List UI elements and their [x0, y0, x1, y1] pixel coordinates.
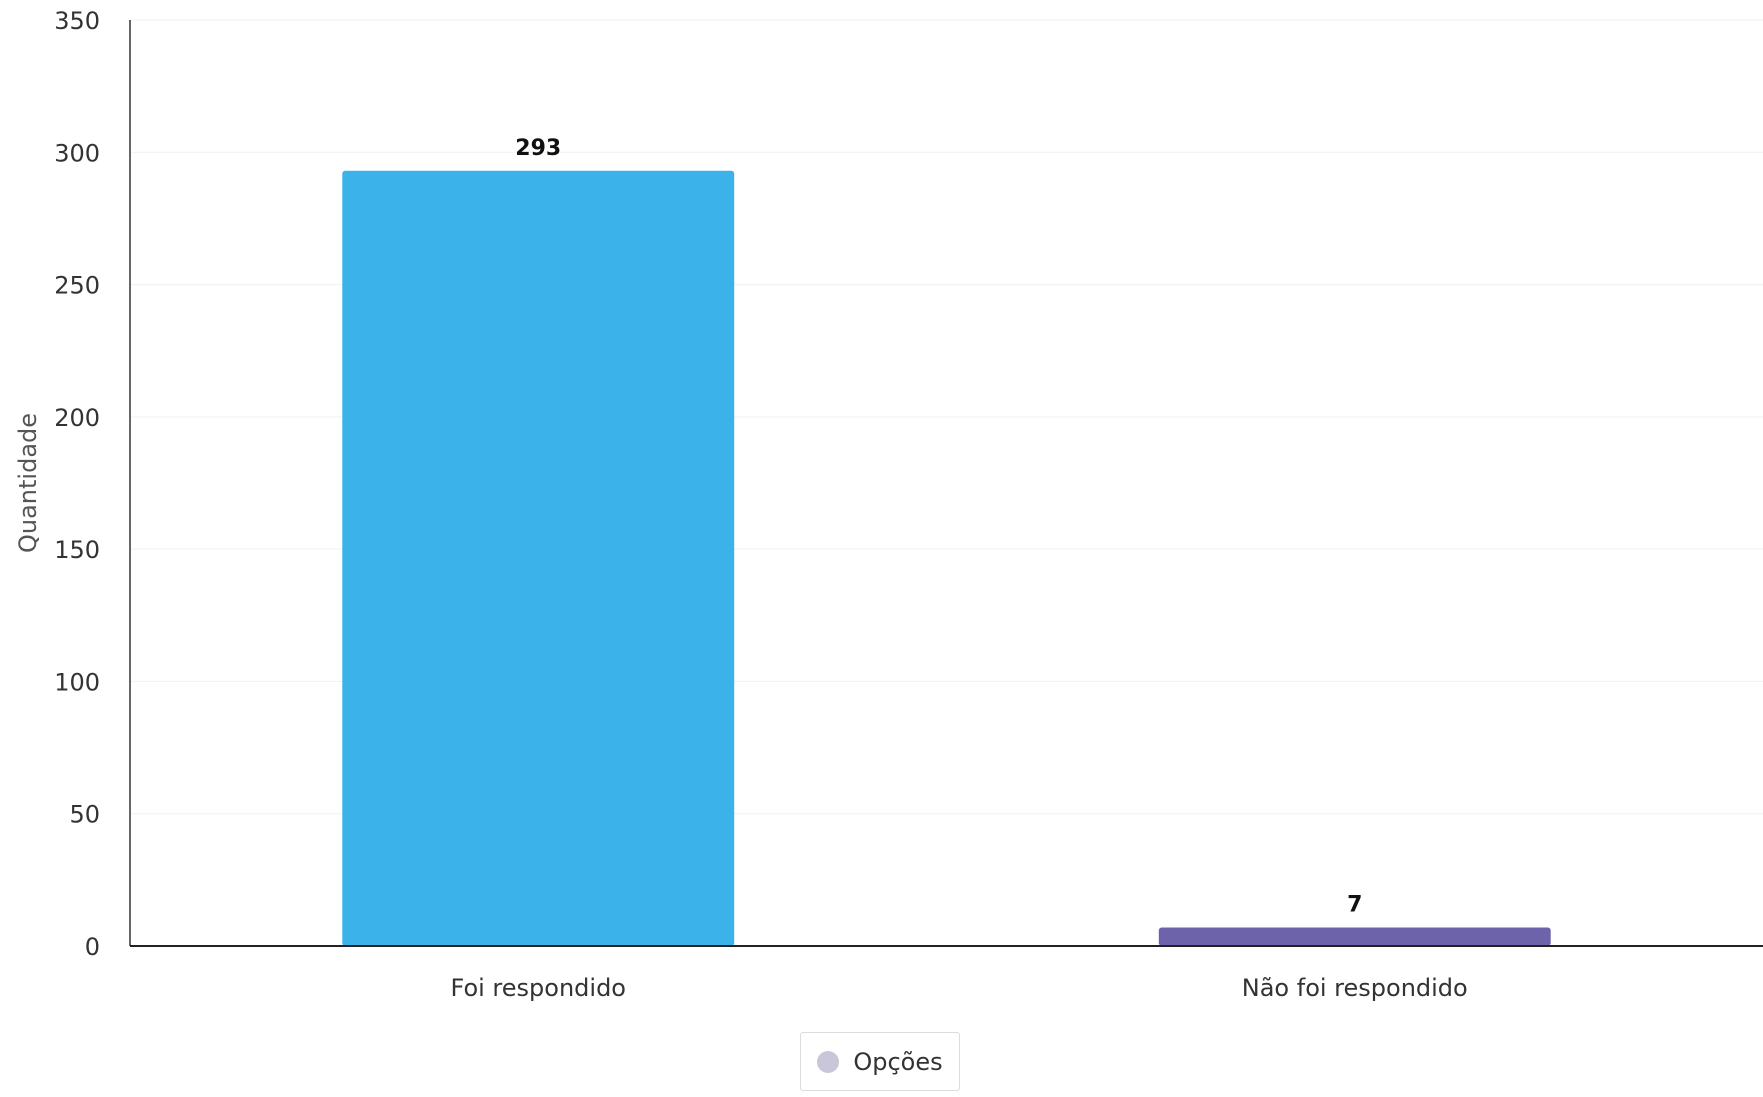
- y-tick-label: 200: [54, 404, 100, 432]
- x-tick-label: Não foi respondido: [1242, 974, 1468, 1002]
- x-tick-label: Foi respondido: [451, 974, 627, 1002]
- y-axis-ticks: 0 50 100 150 200 250 300 350: [54, 7, 100, 961]
- y-tick-label: 250: [54, 272, 100, 300]
- x-axis-ticks: Foi respondido Não foi respondido: [451, 974, 1468, 1002]
- y-tick-label: 150: [54, 536, 100, 564]
- y-axis-title: Quantidade: [14, 413, 42, 553]
- bars: [342, 170, 1551, 946]
- y-tick-label: 300: [54, 139, 100, 167]
- bar-value-label: 7: [1347, 892, 1362, 917]
- bar-value-label: 293: [515, 136, 561, 161]
- legend[interactable]: Opções: [800, 1032, 960, 1091]
- y-tick-label: 350: [54, 7, 100, 35]
- legend-label: Opções: [853, 1047, 943, 1076]
- bar[interactable]: [1158, 927, 1551, 946]
- y-tick-label: 50: [69, 801, 100, 829]
- data-labels: 293 7: [515, 136, 1362, 918]
- y-tick-label: 100: [54, 668, 100, 696]
- bar[interactable]: [342, 170, 735, 946]
- legend-swatch-icon: [817, 1050, 840, 1073]
- y-tick-label: 0: [85, 933, 100, 961]
